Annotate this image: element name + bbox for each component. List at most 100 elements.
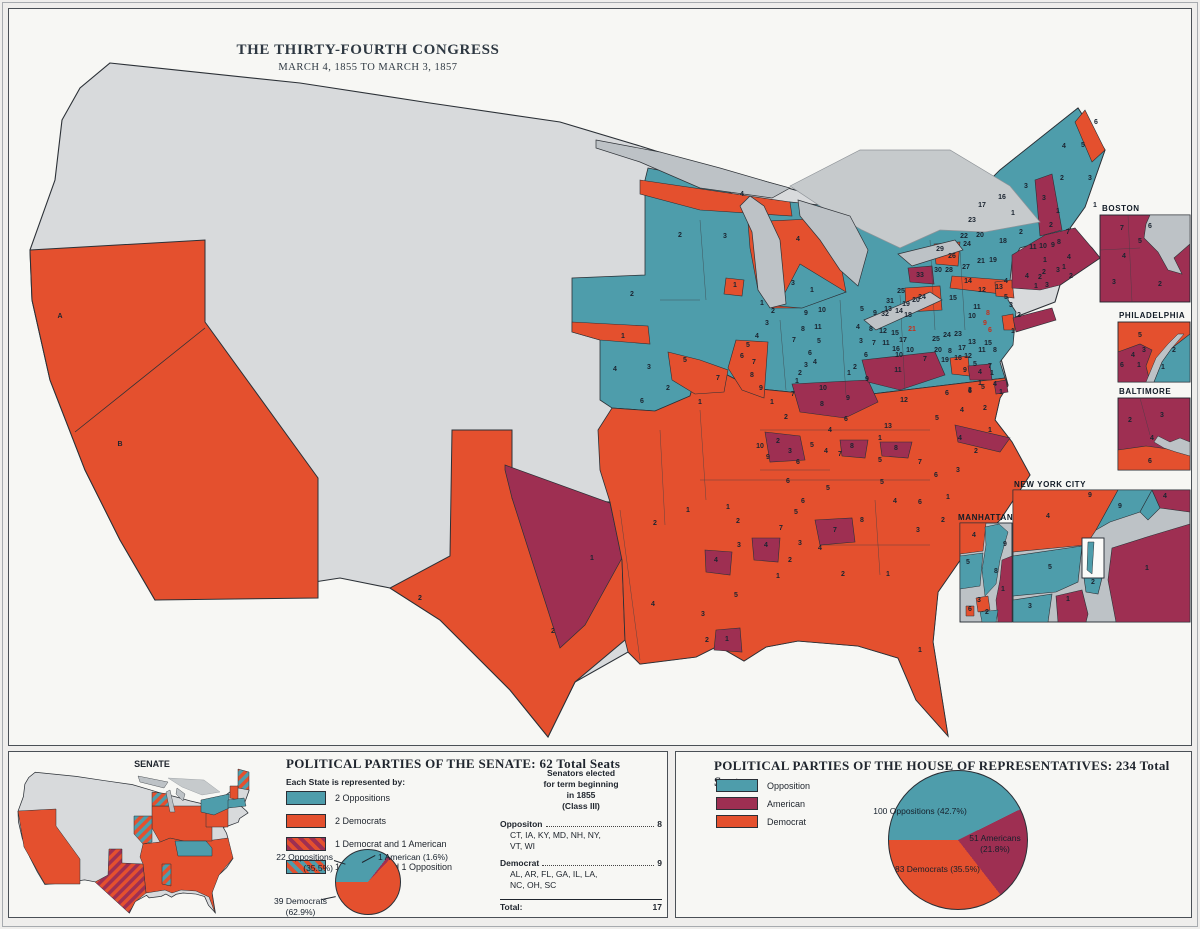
district-number: 4 (1004, 278, 1008, 285)
district-number: 28 (945, 267, 953, 274)
district-number: 16 (998, 194, 1006, 201)
district-number: 10 (818, 307, 826, 314)
district-number: 1 (1093, 202, 1097, 209)
district-number: 15 (891, 330, 899, 337)
legend-item: 1 Democrat and 1 American (286, 837, 452, 851)
senate-map-svg (17, 768, 250, 914)
district-number: 13 (968, 339, 976, 346)
district-number: 11 (973, 304, 981, 311)
inset-baltimore: BALTIMORE 2 3 4 6 (1117, 387, 1191, 471)
inset-title-baltimore: BALTIMORE (1119, 387, 1171, 396)
legend-item: American (716, 797, 810, 810)
inset-title-new-york-city: NEW YORK CITY (1014, 480, 1086, 489)
district-number: 2 (1017, 312, 1021, 319)
district-number: 3 (1042, 195, 1046, 202)
district-number: 24 (918, 294, 926, 301)
senate-title: POLITICAL PARTIES OF THE SENATE: 62 Tota… (286, 756, 621, 771)
district-number: 19 (989, 257, 997, 264)
legend-swatch (286, 837, 326, 851)
district-number: 1 (760, 300, 764, 307)
district-number: 20 (912, 297, 920, 304)
district-number: 3 (968, 387, 972, 394)
great-lakes (595, 139, 964, 331)
district-number: 9 (963, 367, 967, 374)
legend-item: 2 Democrats (286, 814, 452, 828)
district-number: 13 (884, 306, 892, 313)
district-number: 9 (1051, 242, 1055, 249)
district-number: 2 (784, 414, 788, 421)
senate-state-mississippi (161, 863, 172, 887)
district-number: 1 (1145, 565, 1149, 572)
district-number: 22 (960, 233, 968, 240)
district-number: 18 (904, 312, 912, 319)
district-number: 7 (923, 356, 927, 363)
legend-swatch (716, 779, 758, 792)
district-number: 29 (936, 246, 944, 253)
district-number: 2 (678, 232, 682, 239)
district-number: 19 (902, 301, 910, 308)
legend-label: Democrat (767, 816, 807, 827)
map-title-block: THE THIRTY-FOURTH CONGRESS MARCH 4, 1855… (218, 42, 518, 73)
district-number: 1 (1056, 208, 1060, 215)
district-number: 17 (958, 345, 966, 352)
district-number: 6 (934, 472, 938, 479)
inset-philadelphia: PHILADELPHIA 5 43 1 6 2 1 (1117, 311, 1191, 383)
district-number: 17 (899, 337, 907, 344)
district-number: 8 (801, 326, 805, 333)
house-pie-label-americans: 51 Americans (21.8%) (969, 833, 1021, 854)
district-number: 1 (1161, 364, 1165, 371)
district-number: 2 (418, 595, 422, 602)
district-number: 2 (551, 628, 555, 635)
district-number: 16 (892, 346, 900, 353)
district-number: 2 (630, 291, 634, 298)
district-number: 7 (1066, 229, 1070, 236)
legend-swatch (716, 797, 758, 810)
district-number: 6 (864, 352, 868, 359)
page-title: THE THIRTY-FOURTH CONGRESS (236, 42, 500, 58)
district-number: 2 (798, 370, 802, 377)
district-number: 8 (860, 517, 864, 524)
district-number: 10 (895, 352, 903, 359)
district-number: 1 (698, 399, 702, 406)
district-number: 23 (968, 217, 976, 224)
senators-elected-block: Senators elected for term beginning in 185… (500, 768, 662, 912)
opposition-district-patches (777, 263, 847, 309)
district-number: 1 (886, 571, 890, 578)
district-number: 9 (804, 310, 808, 317)
district-number: 2 (983, 405, 987, 412)
legend-label: 2 Democrats (335, 816, 387, 826)
district-number: 8 (993, 347, 997, 354)
district-number: 20 (934, 347, 942, 354)
district-number: 9 (1003, 541, 1007, 548)
district-number: 26 (948, 253, 956, 260)
district-number: 6 (740, 353, 744, 360)
district-number: 2 (1049, 222, 1053, 229)
district-number: 5 (734, 592, 738, 599)
district-number: 4 (856, 324, 860, 331)
senate-states-vermont-new-hampshire (229, 785, 239, 801)
district-number: 7 (988, 363, 992, 370)
senate-state-california (17, 808, 81, 885)
district-number: 2 (1091, 579, 1095, 586)
district-number: 17 (978, 202, 986, 209)
senators-elected-groups: Oppositon 8 CT, IA, KY, MD, NH, NY, VT, WI D… (500, 819, 662, 891)
district-number: 2 (1019, 229, 1023, 236)
district-number: 3 (647, 364, 651, 371)
district-number: 7 (752, 359, 756, 366)
district-number: 4 (764, 542, 768, 549)
lake-erie (863, 291, 943, 331)
senate-pie-label-democrats: 39 Democrats (62.9%) (274, 896, 327, 917)
district-number: 5 (966, 559, 970, 566)
district-number: 4 (828, 427, 832, 434)
inset-title-manhattan: MANHATTAN (958, 513, 1013, 522)
senate-pie-label-oppositions: 22 Oppositions (35.5%) (276, 852, 333, 873)
district-number: 1 (733, 282, 737, 289)
district-number: 1 (1062, 264, 1066, 271)
district-number: 32 (881, 311, 889, 318)
district-number: 7 (1120, 225, 1124, 232)
district-number: 15 (984, 340, 992, 347)
american-district-patches (704, 173, 1101, 653)
district-number: 3 (1028, 603, 1032, 610)
district-number: 4 (1150, 435, 1154, 442)
